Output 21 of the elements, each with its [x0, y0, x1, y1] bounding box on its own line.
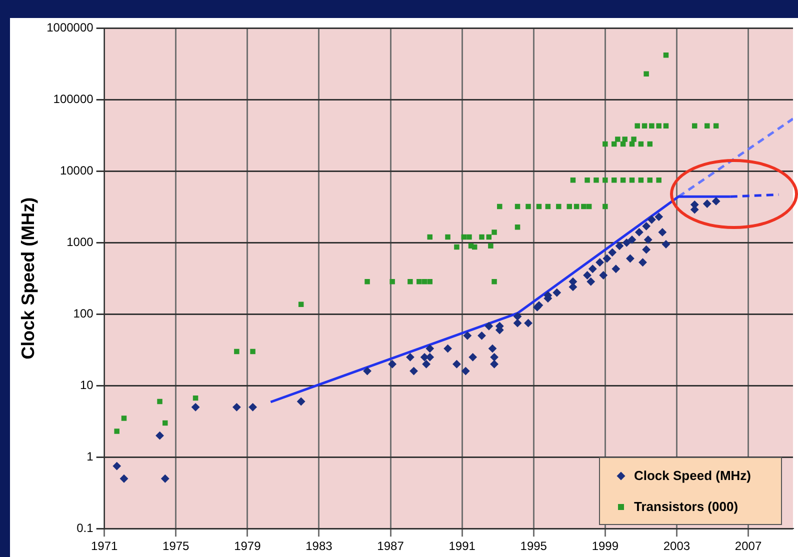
x-tick-label: 1991 — [448, 539, 476, 554]
x-tick-label: 1995 — [520, 539, 548, 554]
y-tick-label: 10000 — [60, 163, 94, 178]
x-tick-label: 2007 — [734, 539, 762, 554]
y-tick-label: 100000 — [53, 92, 94, 106]
legend-label: Clock Speed (MHz) — [634, 468, 751, 483]
legend-label: Transistors (000) — [634, 499, 738, 514]
x-tick-label: 2003 — [663, 539, 690, 554]
y-tick-label: 1000 — [66, 234, 94, 249]
y-tick-label: 1 — [86, 449, 94, 464]
x-tick-label: 1971 — [90, 539, 118, 554]
y-tick-label: 10 — [80, 378, 94, 392]
x-tick-label: 1987 — [377, 539, 404, 554]
x-tick-label: 1975 — [162, 539, 190, 554]
y-axis-title: Clock Speed (MHz) — [18, 197, 38, 360]
x-tick-label: 1979 — [234, 539, 262, 554]
x-tick-label: 1999 — [592, 539, 619, 554]
x-tick-label: 1983 — [306, 539, 333, 554]
y-tick-label: 100 — [73, 306, 94, 320]
y-tick-label: 1000000 — [46, 20, 94, 35]
y-tick-label: 0.1 — [76, 520, 94, 535]
